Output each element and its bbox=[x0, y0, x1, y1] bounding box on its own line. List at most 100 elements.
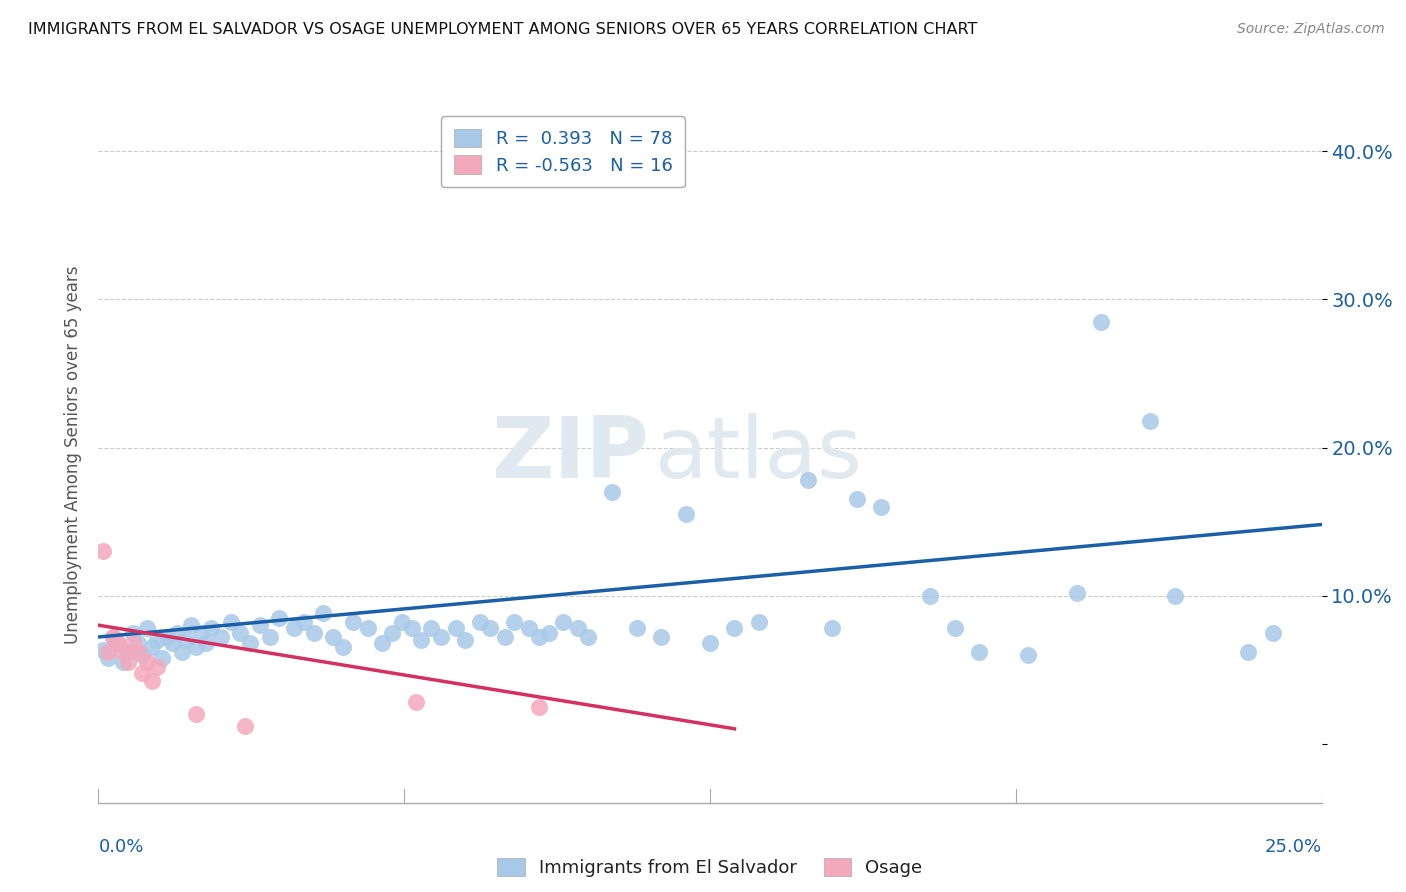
Point bbox=[356, 621, 378, 635]
Point bbox=[107, 637, 129, 651]
Point bbox=[517, 621, 540, 635]
Point bbox=[91, 643, 114, 657]
Text: 25.0%: 25.0% bbox=[1264, 838, 1322, 856]
Point bbox=[527, 699, 550, 714]
Point bbox=[269, 611, 291, 625]
Point bbox=[626, 621, 648, 635]
Point bbox=[1237, 645, 1260, 659]
Point bbox=[117, 645, 139, 659]
Point bbox=[209, 630, 232, 644]
Point bbox=[503, 615, 526, 630]
Point bbox=[821, 621, 844, 635]
Point bbox=[411, 632, 433, 647]
Point bbox=[292, 615, 315, 630]
Point bbox=[121, 625, 143, 640]
Point bbox=[567, 621, 589, 635]
Point bbox=[576, 630, 599, 644]
Point bbox=[1066, 585, 1088, 599]
Point bbox=[797, 473, 820, 487]
Point bbox=[600, 484, 623, 499]
Point bbox=[131, 665, 153, 680]
Point bbox=[150, 650, 173, 665]
Point bbox=[156, 630, 179, 644]
Point bbox=[342, 615, 364, 630]
Point bbox=[494, 630, 516, 644]
Point bbox=[371, 636, 394, 650]
Point bbox=[1164, 589, 1187, 603]
Point bbox=[166, 625, 188, 640]
Point bbox=[420, 621, 443, 635]
Y-axis label: Unemployment Among Seniors over 65 years: Unemployment Among Seniors over 65 years bbox=[63, 266, 82, 644]
Point bbox=[121, 636, 143, 650]
Point bbox=[920, 589, 942, 603]
Point bbox=[91, 544, 114, 558]
Point bbox=[107, 636, 129, 650]
Legend: Immigrants from El Salvador, Osage: Immigrants from El Salvador, Osage bbox=[491, 850, 929, 884]
Point bbox=[430, 630, 453, 644]
Point bbox=[111, 645, 134, 659]
Point bbox=[943, 621, 966, 635]
Point bbox=[1090, 315, 1112, 329]
Point bbox=[117, 655, 139, 669]
Point bbox=[870, 500, 893, 514]
Point bbox=[650, 630, 672, 644]
Point bbox=[405, 695, 427, 709]
Point bbox=[195, 636, 218, 650]
Point bbox=[180, 618, 202, 632]
Point bbox=[1017, 648, 1039, 662]
Point bbox=[401, 621, 423, 635]
Point bbox=[283, 621, 305, 635]
Point bbox=[141, 674, 163, 689]
Point bbox=[170, 645, 193, 659]
Point bbox=[454, 632, 477, 647]
Text: 0.0%: 0.0% bbox=[98, 838, 143, 856]
Point bbox=[259, 630, 281, 644]
Point bbox=[186, 640, 208, 655]
Point bbox=[302, 625, 325, 640]
Point bbox=[1139, 414, 1161, 428]
Point bbox=[537, 625, 560, 640]
Point bbox=[233, 719, 256, 733]
Point bbox=[723, 621, 745, 635]
Point bbox=[127, 636, 149, 650]
Point bbox=[141, 640, 163, 655]
Point bbox=[97, 650, 120, 665]
Point bbox=[381, 625, 404, 640]
Point bbox=[176, 632, 198, 647]
Text: IMMIGRANTS FROM EL SALVADOR VS OSAGE UNEMPLOYMENT AMONG SENIORS OVER 65 YEARS CO: IMMIGRANTS FROM EL SALVADOR VS OSAGE UNE… bbox=[28, 22, 977, 37]
Point bbox=[748, 615, 770, 630]
Point bbox=[131, 648, 153, 662]
Point bbox=[136, 621, 159, 635]
Text: atlas: atlas bbox=[655, 413, 863, 497]
Point bbox=[699, 636, 721, 650]
Point bbox=[111, 655, 134, 669]
Point bbox=[219, 615, 242, 630]
Point bbox=[160, 636, 183, 650]
Point bbox=[332, 640, 354, 655]
Text: ZIP: ZIP bbox=[491, 413, 648, 497]
Point bbox=[553, 615, 575, 630]
Point bbox=[967, 645, 990, 659]
Point bbox=[391, 615, 413, 630]
Point bbox=[200, 621, 222, 635]
Point bbox=[146, 632, 169, 647]
Point bbox=[101, 630, 124, 644]
Point bbox=[146, 659, 169, 673]
Point bbox=[444, 621, 467, 635]
Point bbox=[845, 492, 868, 507]
Point bbox=[186, 706, 208, 721]
Point bbox=[229, 625, 252, 640]
Point bbox=[312, 607, 335, 621]
Point bbox=[127, 645, 149, 659]
Point bbox=[468, 615, 491, 630]
Point bbox=[97, 645, 120, 659]
Point bbox=[101, 630, 124, 644]
Point bbox=[527, 630, 550, 644]
Text: Source: ZipAtlas.com: Source: ZipAtlas.com bbox=[1237, 22, 1385, 37]
Point bbox=[136, 655, 159, 669]
Point bbox=[239, 636, 262, 650]
Point bbox=[249, 618, 271, 632]
Point bbox=[478, 621, 501, 635]
Point bbox=[322, 630, 344, 644]
Point bbox=[675, 507, 697, 521]
